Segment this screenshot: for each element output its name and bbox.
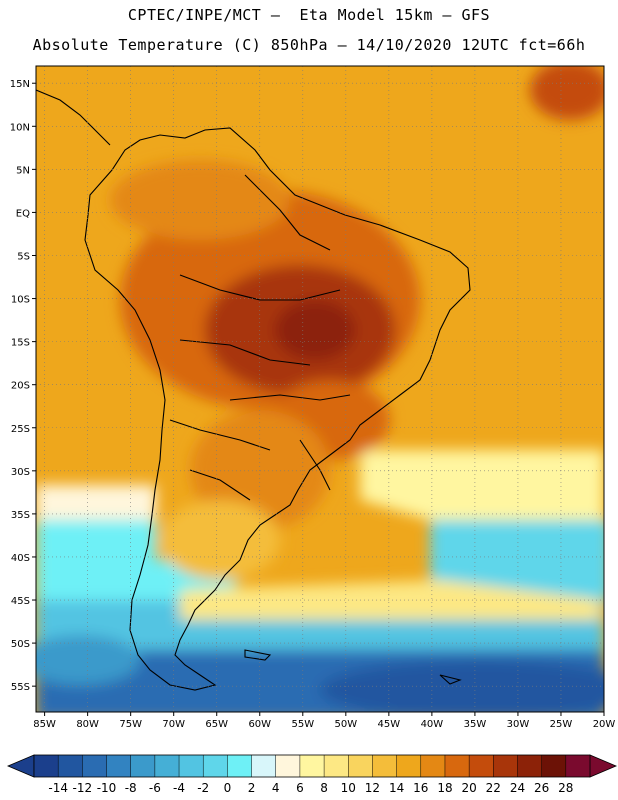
colorbar-swatch [154, 755, 180, 777]
colorbar-under-arrow [6, 754, 35, 778]
lon-tick-label: 45W [378, 719, 401, 730]
colorbar-swatch [227, 755, 252, 777]
lon-tick-label: 25W [550, 719, 573, 730]
colorbar-label: 8 [320, 781, 328, 795]
map-title-line-1: CPTEC/INPE/MCT – Eta Model 15km – GFS [127, 6, 491, 24]
colorbar-label: 4 [272, 781, 280, 795]
lon-tick-label: 30W [507, 719, 530, 730]
colorbar-swatch [541, 755, 567, 777]
colorbar-label: -10 [97, 781, 117, 795]
colorbar-swatch [396, 755, 422, 777]
lat-tick-label: 35S [11, 510, 30, 521]
lon-tick-label: 20W [593, 719, 616, 730]
lat-tick-label: 10N [10, 122, 30, 133]
colorbar-swatch [565, 755, 591, 777]
map-frame [35, 65, 605, 713]
colorbar-label: 16 [413, 781, 428, 795]
lon-tick-label: 80W [76, 719, 99, 730]
lat-tick-label: 50S [11, 639, 30, 650]
lon-tick-label: 65W [205, 719, 228, 730]
colorbar-swatch [324, 755, 349, 777]
colorbar-swatch [348, 755, 373, 777]
colorbar-swatch [130, 755, 156, 777]
colorbar-swatch [34, 755, 59, 777]
colorbar-label: 6 [296, 781, 304, 795]
longitude-axis: 85W 80W 75W 70W 65W 60W 55W 50W 45W 40W 35W 30W 25W 2… [33, 712, 615, 730]
lon-tick-label: 75W [119, 719, 142, 730]
colorbar-label: 24 [510, 781, 525, 795]
colorbar-label: -8 [125, 781, 137, 795]
lat-tick-label: 40S [11, 553, 30, 564]
colorbar-swatch [420, 755, 446, 777]
lat-tick-label: 15S [11, 338, 30, 349]
colorbar-frame [33, 754, 591, 778]
colorbar-label: 10 [341, 781, 356, 795]
colorbar-over-arrow [589, 754, 618, 778]
latitude-axis: 15N 10N 5N EQ 5S 10S 15S 20S 25S 30S 35S 40S 45S 50S 5… [10, 79, 36, 693]
lat-tick-label: 10S [11, 295, 30, 306]
colorbar-swatch [106, 755, 131, 777]
colorbar-label: 20 [461, 781, 476, 795]
lat-tick-label: EQ [16, 208, 30, 219]
coastlines [36, 89, 471, 691]
colorbar-label: 28 [558, 781, 573, 795]
colorbar-swatch [299, 755, 325, 777]
colorbar-swatch [493, 755, 518, 777]
lat-lon-grid [36, 66, 604, 712]
lat-tick-label: 55S [11, 682, 30, 693]
map-title-line-2: Absolute Temperature (C) 850hPa – 14/10/… [32, 36, 586, 54]
lat-tick-label: 25S [11, 424, 30, 435]
colorbar-swatch [275, 755, 301, 777]
colorbar-label: 18 [437, 781, 452, 795]
colorbar-label: -2 [197, 781, 209, 795]
colorbar-swatch [58, 755, 83, 777]
colorbar-swatch [251, 755, 277, 777]
colorbar-label: -6 [149, 781, 161, 795]
colorbar-swatch [203, 755, 228, 777]
colorbar-label: 26 [534, 781, 549, 795]
colorbar: -14 -12 -10 -8 -6 -4 -2 0 2 4 6 8 10 12 14 16 18 20 22 24 26… [6, 754, 618, 795]
colorbar-swatch [372, 755, 397, 777]
lon-tick-label: 60W [248, 719, 271, 730]
colorbar-swatch [179, 755, 204, 777]
colorbar-label: 22 [486, 781, 501, 795]
lon-tick-label: 40W [421, 719, 444, 730]
lat-tick-label: 20S [11, 381, 30, 392]
colorbar-label: -12 [73, 781, 93, 795]
colorbar-label: 12 [365, 781, 380, 795]
colorbar-swatch [469, 755, 494, 777]
lon-tick-label: 50W [335, 719, 358, 730]
lon-tick-label: 55W [291, 719, 314, 730]
lon-tick-label: 85W [33, 719, 56, 730]
temperature-field [36, 66, 604, 712]
colorbar-swatch [82, 755, 107, 777]
colorbar-label: 14 [389, 781, 404, 795]
lon-tick-label: 35W [464, 719, 487, 730]
lat-tick-label: 15N [10, 79, 30, 90]
lat-tick-label: 5S [17, 251, 30, 262]
lat-tick-label: 45S [11, 596, 30, 607]
colorbar-label: 2 [248, 781, 256, 795]
colorbar-swatch [444, 755, 470, 777]
lat-tick-label: 5N [16, 165, 30, 176]
colorbar-swatch [517, 755, 542, 777]
lat-tick-label: 30S [11, 467, 30, 478]
lon-tick-label: 70W [162, 719, 185, 730]
colorbar-label: -4 [173, 781, 185, 795]
colorbar-label: 0 [224, 781, 232, 795]
colorbar-label: -14 [48, 781, 68, 795]
